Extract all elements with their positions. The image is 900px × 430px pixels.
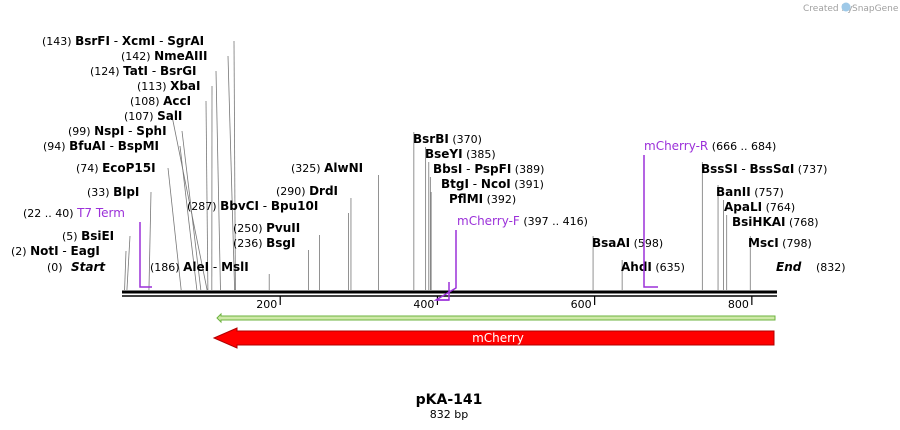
site-drdi[interactable]: (290) DrdI — [276, 184, 338, 198]
site-bsssi[interactable]: BssSI - BssSαI (737) — [701, 162, 827, 176]
site-label: BsiHKAI (768) — [732, 215, 819, 229]
start-label: Start — [71, 260, 106, 274]
site-alwni[interactable]: (325) AlwNI — [291, 161, 363, 175]
site-leader-lines — [124, 40, 751, 291]
site-msci[interactable]: MscI (798) — [748, 236, 812, 250]
end-position: (832) — [816, 261, 846, 274]
site-label: ApaLI (764) — [724, 200, 795, 214]
orf-arrow[interactable] — [216, 312, 776, 324]
site-label: (325) AlwNI — [291, 161, 363, 175]
site-bsiei[interactable]: (5) BsiEI — [62, 229, 114, 243]
site-bsgi[interactable]: (236) BsgI — [233, 236, 295, 250]
site-bfuai[interactable]: (94) BfuAI - BspMI — [43, 139, 159, 153]
site-bsrbi[interactable]: BsrBI (370) — [413, 132, 482, 146]
site-btgi[interactable]: BtgI - NcoI (391) — [441, 177, 544, 191]
site-label: (287) BbvCI - Bpu10I — [187, 199, 318, 213]
primer-mcherry-r[interactable]: mCherry-R (666 .. 684) — [643, 139, 776, 288]
snapgene-logo-icon — [841, 2, 851, 12]
site-label: (186) AleI - MslI — [150, 260, 249, 274]
site-bsrfi[interactable]: (143) BsrFI - XcmI - SgrAI — [42, 34, 204, 48]
site-bsihkai[interactable]: BsiHKAI (768) — [732, 215, 819, 229]
site-labels: (143) BsrFI - XcmI - SgrAI(142) NmeAIII(… — [11, 34, 827, 274]
map-title: pKA-141 — [416, 392, 483, 408]
feature-mcherry[interactable]: mCherry — [212, 327, 775, 349]
site-label: (113) XbaI — [137, 79, 200, 93]
site-label: (107) SalI — [124, 109, 182, 123]
site-xbai[interactable]: (113) XbaI — [137, 79, 200, 93]
site-bseyi[interactable]: BseYI (385) — [425, 147, 496, 161]
site-label: (99) NspI - SphI — [68, 124, 167, 138]
site-tati[interactable]: (124) TatI - BsrGI — [90, 64, 197, 78]
site-blpi[interactable]: (33) BlpI — [87, 185, 139, 199]
site-label: (142) NmeAIII — [121, 49, 207, 63]
site-pvuii[interactable]: (250) PvuII — [233, 221, 300, 235]
credit-brand: SnapGene — [852, 4, 899, 14]
site-label: (143) BsrFI - XcmI - SgrAI — [42, 34, 204, 48]
site-nspi[interactable]: (99) NspI - SphI — [68, 124, 167, 138]
ruler-tick: 200 — [256, 296, 281, 311]
primer-label: mCherry-R (666 .. 684) — [644, 139, 776, 153]
primer-label: mCherry-F (397 .. 416) — [457, 214, 588, 228]
primer-label: (22 .. 40) T7 Term — [23, 206, 125, 220]
site-bbvci[interactable]: (287) BbvCI - Bpu10I — [187, 199, 318, 213]
site-label: BtgI - NcoI (391) — [441, 177, 544, 191]
site-noti[interactable]: (2) NotI - EagI — [11, 244, 100, 258]
ruler-tick-label: 200 — [256, 298, 277, 311]
site-label: AhdI (635) — [621, 260, 685, 274]
site-ahdi[interactable]: AhdI (635) — [621, 260, 685, 274]
site-banii[interactable]: BanII (757) — [716, 185, 784, 199]
primers: (22 .. 40) T7 Term mCherry-F (397 .. 416)… — [23, 139, 776, 301]
credit-created-by: Created by — [803, 4, 853, 14]
site-label: (33) BlpI — [87, 185, 139, 199]
site-label: BsrBI (370) — [413, 132, 482, 146]
ruler-ticks: 200 400 600 800 — [256, 296, 753, 311]
site-label: (124) TatI - BsrGI — [90, 64, 197, 78]
ruler-tick-label: 600 — [571, 298, 592, 311]
site-acci[interactable]: (108) AccI — [130, 94, 191, 108]
snapgene-credit: Created by SnapGene — [803, 2, 899, 14]
map-length: 832 bp — [430, 408, 468, 421]
ruler-tick-label: 400 — [413, 298, 434, 311]
primer-mcherry-f[interactable]: mCherry-F (397 .. 416) — [433, 214, 588, 301]
primer-t7-term[interactable]: (22 .. 40) T7 Term — [23, 206, 152, 288]
ruler-tick: 400 — [413, 296, 439, 311]
site-label: (94) BfuAI - BspMI — [43, 139, 159, 153]
site-label: BbsI - PspFI (389) — [433, 162, 544, 176]
site-pflmi[interactable]: PflMI (392) — [449, 192, 516, 206]
site-label: BanII (757) — [716, 185, 784, 199]
site-label: BssSI - BssSαI (737) — [701, 162, 827, 176]
ruler-tick-label: 800 — [728, 298, 749, 311]
site-label: (290) DrdI — [276, 184, 338, 198]
site-label: (2) NotI - EagI — [11, 244, 100, 258]
site-alei[interactable]: (186) AleI - MslI — [150, 260, 249, 274]
site-nmeaiii[interactable]: (142) NmeAIII — [121, 49, 207, 63]
ruler-tick: 800 — [728, 296, 753, 311]
feature-mcherry-label: mCherry — [472, 331, 524, 345]
site-apali[interactable]: ApaLI (764) — [724, 200, 795, 214]
ruler-tick: 600 — [571, 296, 596, 311]
site-label: (250) PvuII — [233, 221, 300, 235]
site-label: BseYI (385) — [425, 147, 496, 161]
site-label: (74) EcoP15I — [76, 161, 156, 175]
site-label: PflMI (392) — [449, 192, 516, 206]
site-label: BsaAI (598) — [592, 236, 663, 250]
site-label: (236) BsgI — [233, 236, 295, 250]
site-sali[interactable]: (107) SalI — [124, 109, 182, 123]
start-position: (0) — [47, 261, 63, 274]
site-ecop15i[interactable]: (74) EcoP15I — [76, 161, 156, 175]
end-label: End — [776, 260, 802, 274]
site-bbsi[interactable]: BbsI - PspFI (389) — [433, 162, 544, 176]
site-bsaai[interactable]: BsaAI (598) — [592, 236, 663, 250]
site-label: MscI (798) — [748, 236, 812, 250]
site-label: (108) AccI — [130, 94, 191, 108]
site-label: (5) BsiEI — [62, 229, 114, 243]
